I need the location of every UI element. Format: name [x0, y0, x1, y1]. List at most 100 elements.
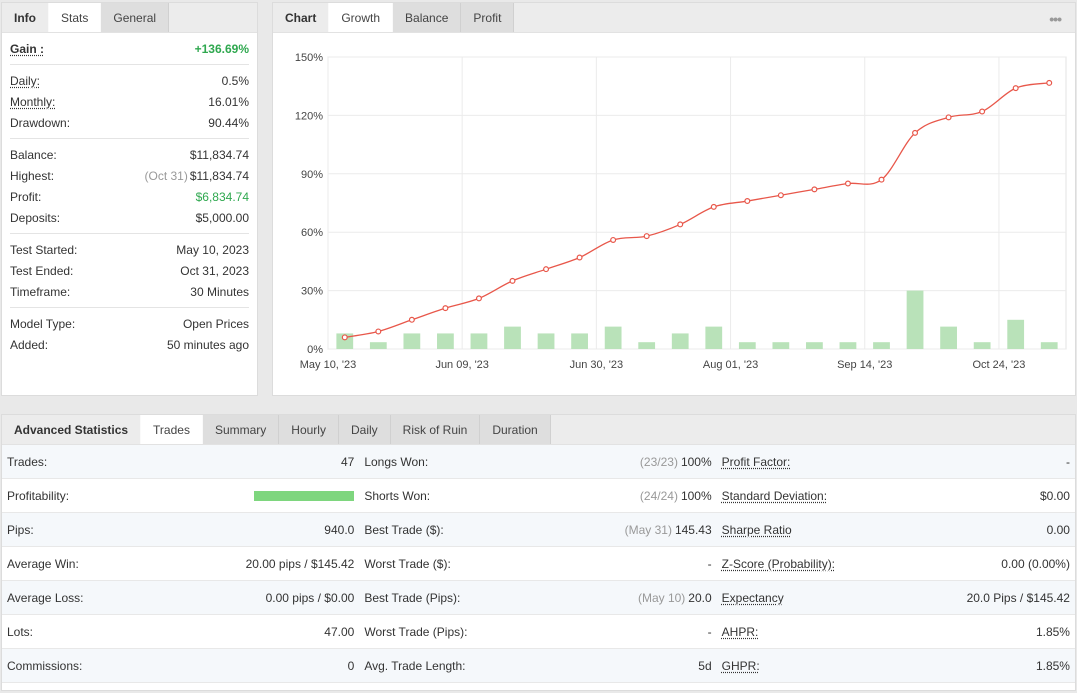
- stats-col-1: Trades: 47 Profitability: Pips: 940.0 Average…: [2, 445, 360, 683]
- stats-value: 0.00 (0.00%): [1001, 556, 1070, 571]
- x-tick-label: Aug 01, '23: [703, 359, 758, 371]
- test-started-value: May 10, 2023: [176, 242, 249, 257]
- test-started-label: Test Started:: [10, 242, 78, 257]
- stats-label[interactable]: Standard Deviation:: [721, 488, 828, 503]
- stats-muted: (May 10): [637, 590, 686, 605]
- balance-label: Balance:: [10, 147, 57, 162]
- stats-value-group: 47.00: [324, 625, 354, 639]
- stats-value: 5d: [698, 658, 712, 673]
- daily-label[interactable]: Daily:: [10, 73, 41, 88]
- monthly-bar: [504, 326, 521, 349]
- test-started-row: Test Started: May 10, 2023: [10, 239, 249, 260]
- stats-value-group: 0.00: [1047, 523, 1070, 537]
- daily-row: Daily: 0.5%: [10, 70, 249, 91]
- stats-row: Expectancy 20.0 Pips / $145.42: [716, 581, 1075, 615]
- monthly-bar: [437, 333, 454, 349]
- growth-point: [1012, 85, 1019, 92]
- stats-value: 940.0: [324, 522, 355, 537]
- stats-row: Profitability:: [2, 479, 360, 513]
- monthly-bar: [638, 342, 656, 349]
- tab-growth[interactable]: Growth: [329, 3, 394, 32]
- stats-value: 0: [347, 658, 355, 673]
- growth-point: [509, 277, 516, 284]
- stats-row: Average Loss: 0.00 pips / $0.00: [2, 581, 360, 615]
- stats-title: Advanced Statistics: [2, 415, 142, 444]
- stats-label[interactable]: AHPR:: [721, 624, 759, 639]
- stats-label: Average Win:: [7, 556, 79, 571]
- tab-summary[interactable]: Summary: [202, 415, 280, 444]
- model-type-row: Model Type: Open Prices: [10, 313, 249, 334]
- highest-label: Highest:: [10, 168, 55, 183]
- tab-trades[interactable]: Trades: [141, 415, 203, 444]
- info-panel: Info Stats General Gain : +136.69% Daily…: [1, 2, 258, 396]
- y-tick-label: 90%: [301, 169, 323, 181]
- stats-label: Worst Trade ($):: [364, 556, 451, 571]
- stats-value: $0.00: [1039, 488, 1070, 503]
- growth-point: [341, 334, 348, 341]
- stats-value: 20.00 pips / $145.42: [245, 556, 355, 571]
- monthly-bar: [940, 326, 957, 349]
- stats-value-group: -: [1066, 455, 1070, 469]
- stats-label[interactable]: Z-Score (Probability):: [721, 556, 836, 571]
- monthly-bar: [906, 290, 924, 349]
- tab-duration[interactable]: Duration: [480, 415, 551, 444]
- monthly-label[interactable]: Monthly:: [10, 94, 56, 109]
- model-type-value: Open Prices: [182, 316, 249, 331]
- stats-value-group: -: [708, 625, 712, 639]
- added-value: 50 minutes ago: [166, 337, 249, 352]
- stats-value: -: [707, 624, 712, 639]
- tab-daily[interactable]: Daily: [338, 415, 391, 444]
- stats-label[interactable]: Profit Factor:: [721, 454, 791, 469]
- deposits-row: Deposits: $5,000.00: [10, 207, 249, 228]
- stats-value-group: 0.00 (0.00%): [1001, 557, 1070, 571]
- timeframe-row: Timeframe: 30 Minutes: [10, 281, 249, 302]
- profit-row: Profit: $6,834.74: [10, 186, 249, 207]
- profit-value: $6,834.74: [195, 189, 249, 204]
- stats-muted: (May 31): [624, 522, 672, 537]
- growth-point: [710, 203, 717, 210]
- tab-profit[interactable]: Profit: [461, 3, 515, 32]
- stats-row: Lots: 47.00: [2, 615, 360, 649]
- stats-label[interactable]: Expectancy: [721, 590, 784, 605]
- monthly-bar: [403, 333, 421, 349]
- drawdown-value: 90.44%: [208, 115, 249, 130]
- tab-balance[interactable]: Balance: [393, 3, 462, 32]
- stats-value: 47: [340, 454, 355, 469]
- monthly-bar: [772, 342, 790, 349]
- more-dots-icon[interactable]: •••: [1049, 11, 1062, 27]
- stats-value-group: (24/24) 100%: [640, 489, 712, 503]
- growth-chart: 150% 120% 90% 60% 30% 0% May 10, '23 Jun 09, '2…: [295, 52, 1067, 371]
- x-tick-label: May 10, '23: [300, 359, 357, 371]
- tab-general[interactable]: General: [101, 3, 170, 32]
- deposits-label: Deposits:: [10, 210, 61, 225]
- stats-row: Best Trade (Pips): (May 10) 20.0: [359, 581, 717, 615]
- chart-tabbar: Chart Growth Balance Profit •••: [273, 3, 1075, 33]
- tab-stats[interactable]: Stats: [49, 3, 102, 32]
- growth-point: [912, 129, 919, 136]
- tab-risk-of-ruin[interactable]: Risk of Ruin: [390, 415, 481, 444]
- stats-label: Longs Won:: [364, 454, 429, 469]
- stats-row: Profit Factor: -: [716, 445, 1075, 479]
- stats-col-3: Profit Factor: - Standard Deviation: $0.00 S…: [716, 445, 1075, 683]
- stats-grid: Trades: 47 Profitability: Pips: 940.0 Average…: [2, 445, 1075, 683]
- tab-hourly[interactable]: Hourly: [279, 415, 339, 444]
- gain-label[interactable]: Gain :: [10, 41, 45, 56]
- stats-label[interactable]: GHPR:: [721, 658, 760, 673]
- y-tick-label: 0%: [307, 344, 323, 356]
- stats-value: 145.43: [674, 522, 712, 537]
- y-tick-label: 30%: [301, 286, 323, 298]
- stats-label[interactable]: Sharpe Ratio: [721, 522, 792, 537]
- stats-value: 47.00: [324, 624, 355, 639]
- monthly-bar: [537, 333, 555, 349]
- stats-label: Pips:: [7, 522, 34, 537]
- stats-row: Best Trade ($): (May 31) 145.43: [359, 513, 717, 547]
- stats-value: 0.00: [1046, 522, 1070, 537]
- stats-row: Trades: 47: [2, 445, 360, 479]
- monthly-bar: [369, 342, 387, 349]
- timeframe-value: 30 Minutes: [190, 284, 249, 299]
- stats-row: AHPR: 1.85%: [716, 615, 1075, 649]
- monthly-bar: [1007, 319, 1025, 349]
- x-tick-label: Jun 09, '23: [435, 359, 488, 371]
- stats-label: Average Loss:: [7, 590, 84, 605]
- stats-value-group: $0.00: [1040, 489, 1070, 503]
